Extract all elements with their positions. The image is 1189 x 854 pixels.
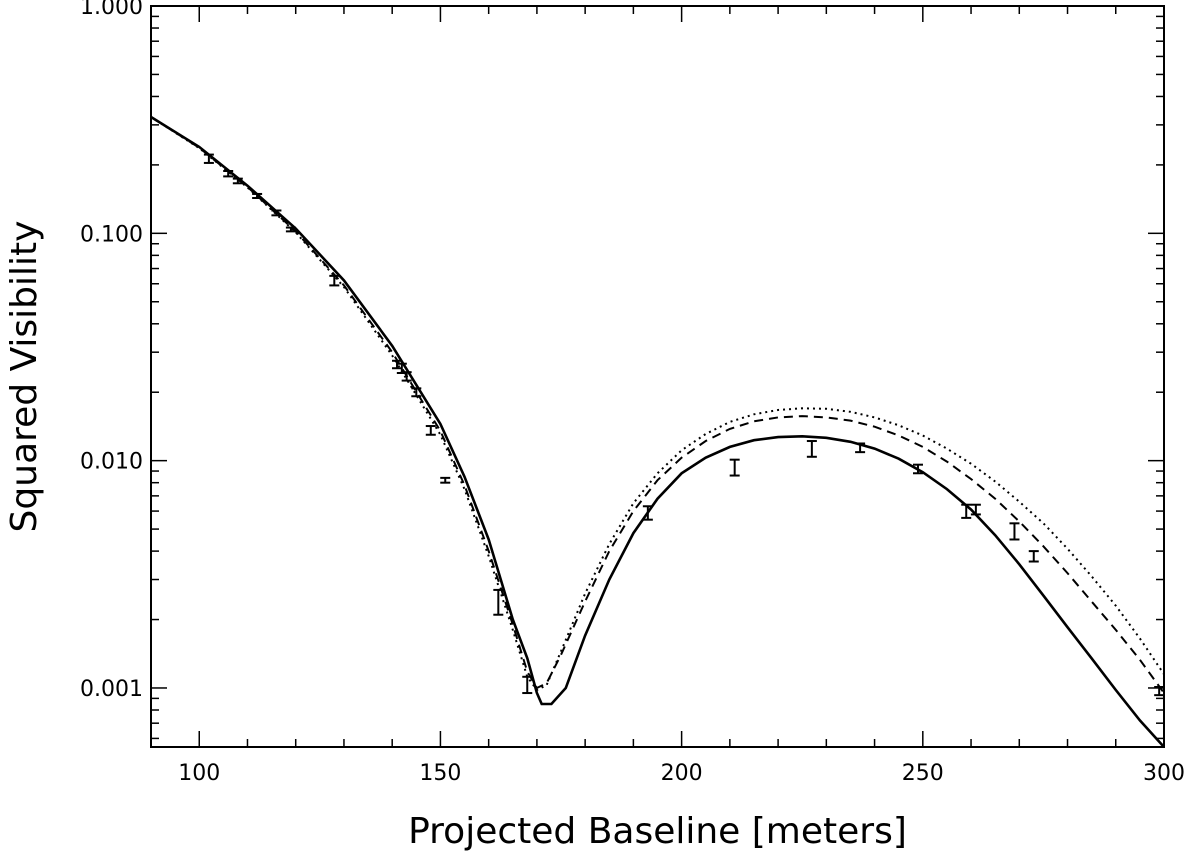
- data-point: [223, 170, 234, 178]
- model-curves: [150, 115, 1165, 748]
- data-point: [440, 476, 451, 484]
- y-tick-label: 1.000: [80, 0, 143, 20]
- data-point: [1028, 550, 1039, 563]
- data-point: [806, 440, 817, 458]
- x-axis-label: Projected Baseline [meters]: [408, 811, 907, 852]
- model-curve-dashed: [150, 116, 1165, 694]
- tick-labels: 100 150 200 250 300 0.001 0.010 0.100 1.000: [80, 0, 1185, 786]
- data-point: [493, 588, 504, 616]
- data-point: [425, 425, 436, 436]
- data-points: [203, 153, 1165, 697]
- model-curve-solid: [150, 115, 1165, 748]
- data-point: [203, 153, 214, 164]
- data-point: [401, 371, 412, 382]
- data-point: [855, 442, 866, 454]
- x-tick-label: 100: [178, 761, 220, 786]
- x-tick-label: 250: [902, 761, 944, 786]
- y-tick-label: 0.010: [80, 450, 143, 475]
- data-point: [522, 675, 533, 695]
- data-point: [232, 177, 243, 185]
- data-point: [1009, 522, 1020, 541]
- x-tick-label: 300: [1143, 761, 1185, 786]
- y-tick-label: 0.001: [80, 677, 143, 702]
- data-point: [285, 226, 296, 233]
- y-axis-label: Squared Visibility: [4, 221, 45, 533]
- data-point: [970, 503, 981, 516]
- data-point: [642, 505, 653, 521]
- data-point: [271, 209, 282, 217]
- x-tick-label: 200: [661, 761, 703, 786]
- plot-frame: [150, 5, 1165, 748]
- data-point: [411, 387, 422, 398]
- data-point: [729, 458, 740, 477]
- data-point: [961, 503, 972, 519]
- data-point: [252, 192, 263, 200]
- data-point: [912, 463, 923, 475]
- y-tick-label: 0.100: [80, 222, 143, 247]
- data-point: [329, 274, 340, 287]
- x-tick-label: 150: [419, 761, 461, 786]
